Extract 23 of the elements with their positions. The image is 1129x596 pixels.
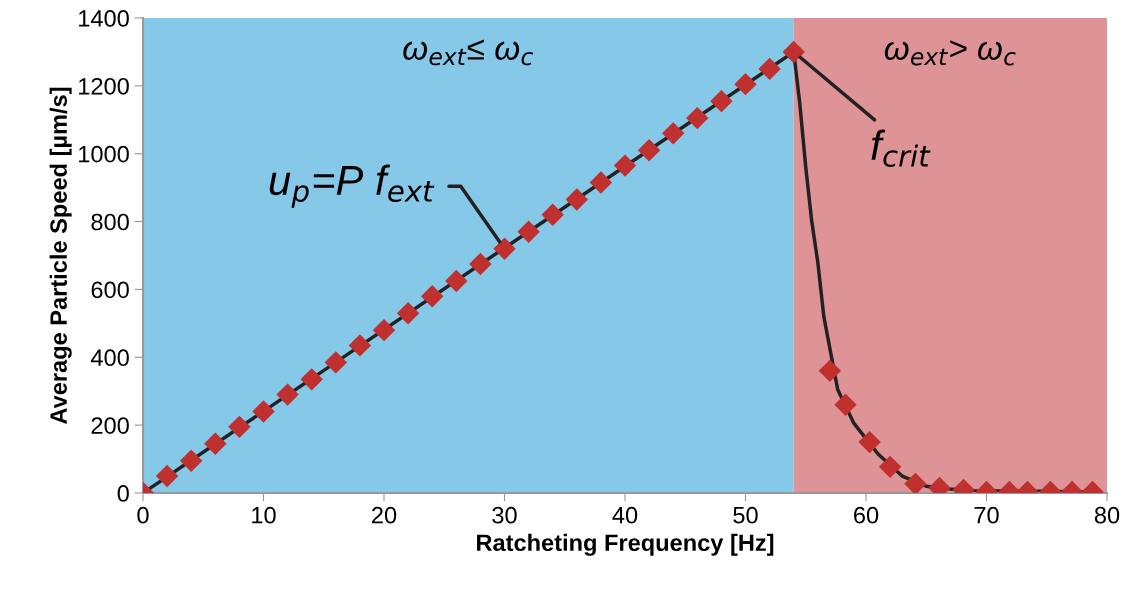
y-tick-label: 1200 <box>79 77 129 95</box>
x-axis-title: Ratcheting Frequency [Hz] <box>477 533 774 556</box>
x-tick-label: 0 <box>137 506 149 524</box>
y-tick-label: 1400 <box>79 10 129 27</box>
x-tick-label: 10 <box>252 506 276 524</box>
x-tick-label: 50 <box>733 506 758 524</box>
y-tick-label: 1000 <box>79 145 129 163</box>
x-tick-label: 60 <box>854 506 879 524</box>
band-label: ω$_{ext}$≤ ω$_{c}$ <box>403 39 534 66</box>
annotation: f$_{crit}$ <box>871 129 931 167</box>
band-label: ω$_{ext}$> ω$_{c}$ <box>884 40 1016 66</box>
y-tick-label: 600 <box>91 281 129 299</box>
y-tick-label: 200 <box>91 417 129 434</box>
y-tick-label: 400 <box>90 349 129 367</box>
y-tick-label: 800 <box>91 213 129 231</box>
annotation: u$_{p}$=P f$_{ext}$ <box>269 164 435 208</box>
x-tick-label: 70 <box>974 506 999 524</box>
x-tick-label: 80 <box>1094 506 1120 524</box>
y-tick-label: 0 <box>117 485 129 502</box>
x-tick-label: 30 <box>492 506 517 524</box>
x-tick-label: 40 <box>612 506 638 524</box>
y-axis-title: Average Particle Speed [µm/s] <box>49 87 72 424</box>
x-tick-label: 20 <box>372 506 397 524</box>
